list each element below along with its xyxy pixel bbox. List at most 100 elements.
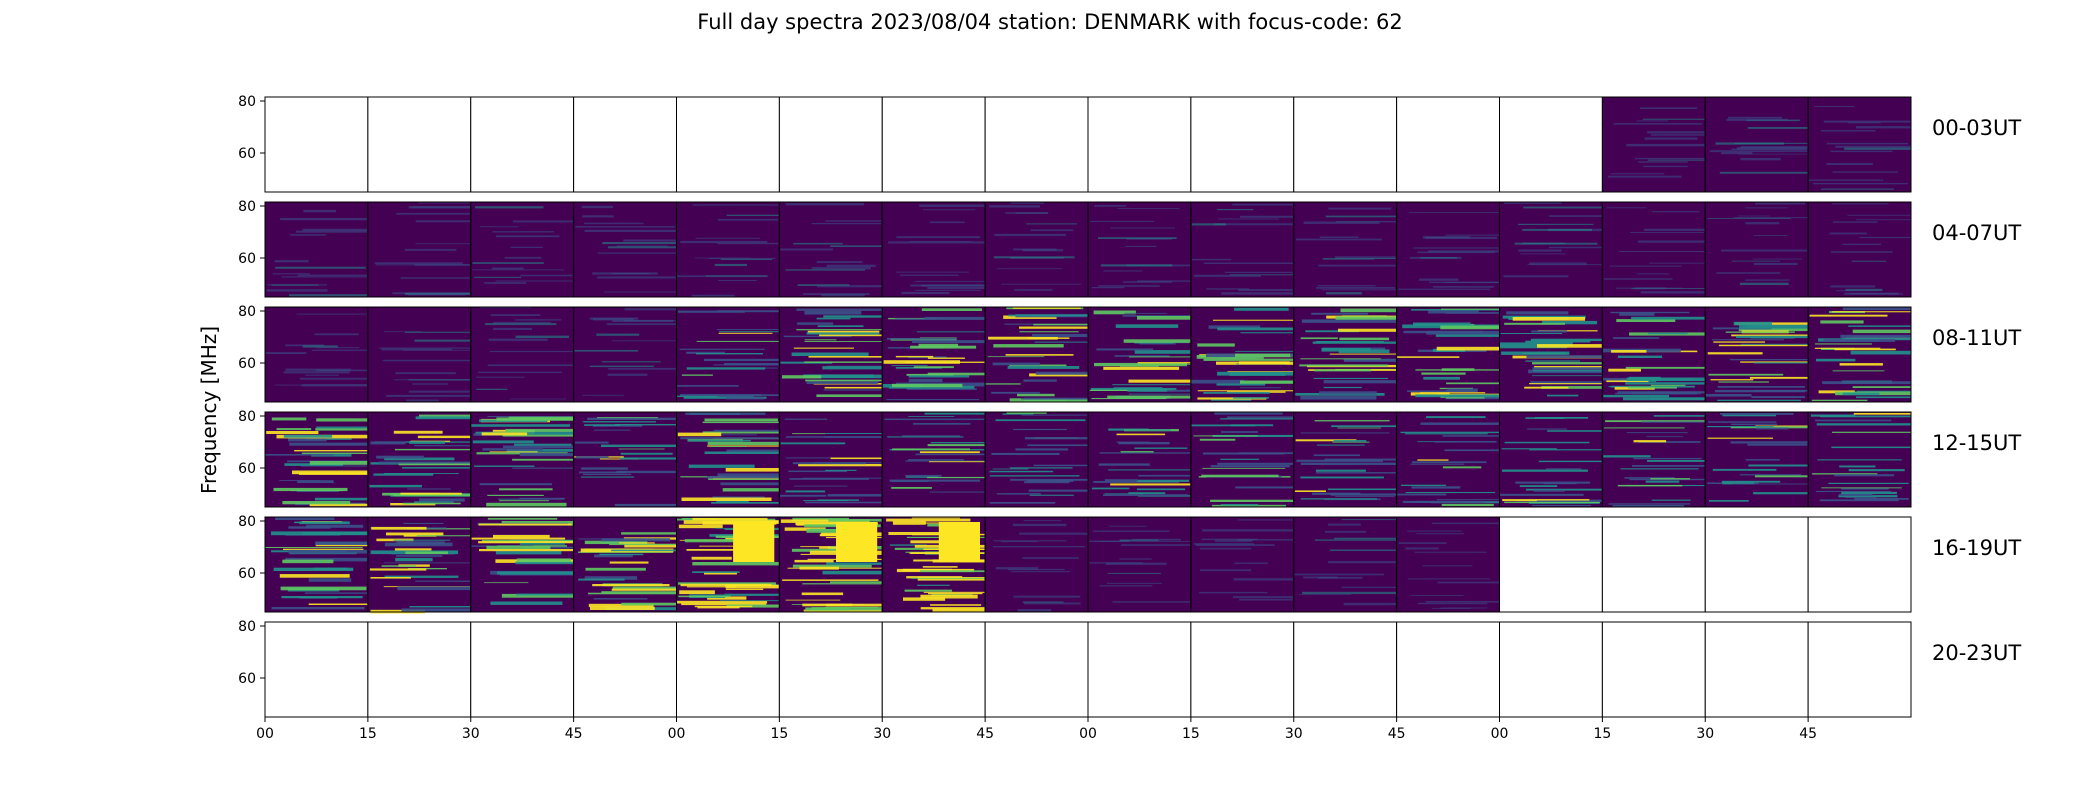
spectral-band	[1300, 462, 1397, 465]
spectral-band	[1833, 221, 1878, 223]
spectral-band	[1027, 337, 1070, 339]
spectral-band	[1854, 498, 1909, 500]
spectral-band	[1623, 397, 1706, 401]
spectral-band	[1707, 352, 1763, 355]
spectral-band	[1617, 484, 1683, 487]
spectral-band	[1653, 415, 1706, 417]
spectral-band	[1093, 310, 1136, 315]
spectral-band	[1203, 262, 1294, 264]
panel-background	[676, 97, 780, 192]
spectral-band	[1412, 461, 1487, 464]
spectral-band	[1410, 392, 1450, 396]
spectral-band	[1512, 317, 1585, 321]
spectrum-panel	[1087, 411, 1192, 508]
spectral-band	[593, 598, 648, 600]
spectral-band	[279, 574, 350, 578]
spectral-band	[703, 358, 780, 362]
spectral-band	[1647, 131, 1706, 134]
spectral-band	[1650, 134, 1706, 136]
spectral-band	[1120, 451, 1154, 454]
spectral-band	[785, 599, 841, 601]
spectral-band	[415, 580, 471, 582]
spectral-band	[678, 310, 745, 313]
spectral-band	[623, 320, 677, 322]
spectral-band	[1134, 342, 1174, 344]
spectrum-panel	[1499, 306, 1603, 403]
spectral-band	[1638, 240, 1706, 243]
spectral-band	[707, 441, 780, 445]
spectral-band	[1534, 417, 1589, 419]
spectral-band	[1323, 380, 1397, 384]
spectral-band	[1098, 463, 1150, 466]
spectral-band	[920, 607, 986, 610]
spectral-band	[1839, 493, 1873, 496]
spectral-band	[484, 582, 529, 584]
panel-background	[985, 622, 1088, 717]
spectral-band	[1615, 287, 1683, 289]
spectral-band	[1027, 479, 1074, 482]
spectral-band	[1616, 319, 1676, 322]
spectral-band	[612, 340, 677, 342]
spectral-band	[697, 606, 740, 609]
spectral-band	[1021, 414, 1088, 416]
spectrum-panel	[778, 411, 883, 508]
panel-background	[1808, 202, 1911, 297]
spectral-band	[896, 271, 969, 273]
spectral-band	[1812, 473, 1878, 475]
spectrum-panel	[367, 306, 472, 403]
spectral-band	[1419, 278, 1459, 281]
spectrum-panel	[1190, 306, 1295, 403]
spectral-band	[296, 313, 368, 315]
spectral-band	[1717, 399, 1801, 402]
panel-background	[779, 97, 883, 192]
spectral-band	[1019, 532, 1088, 535]
spectral-band	[802, 477, 883, 479]
spectral-band	[1318, 264, 1397, 267]
spectral-band	[1612, 504, 1685, 507]
spectral-band	[1647, 332, 1688, 335]
spectral-band	[793, 242, 843, 245]
x-tick-label: 00	[256, 726, 274, 742]
spectral-band	[1224, 271, 1294, 273]
spectral-band	[402, 467, 471, 469]
x-tick-label: 30	[873, 726, 891, 742]
spectral-band	[991, 391, 1040, 394]
panel-background	[470, 517, 574, 612]
spectral-band	[592, 584, 670, 587]
spectral-band	[1626, 143, 1706, 147]
spectral-band	[1114, 355, 1170, 357]
spectral-band	[407, 293, 466, 296]
panel-background	[1705, 517, 1809, 612]
spectral-band	[828, 518, 883, 522]
spectral-band	[929, 221, 965, 224]
spectral-band	[407, 528, 471, 530]
spectral-band	[1315, 469, 1366, 472]
spectral-band	[1206, 288, 1249, 290]
spectral-band	[1831, 431, 1911, 433]
spectral-band	[599, 458, 639, 460]
spectral-band	[1006, 412, 1047, 414]
panel-background	[1190, 97, 1294, 192]
x-tick-label: 30	[462, 726, 480, 742]
spectral-band	[308, 578, 352, 582]
spectral-band	[1100, 264, 1173, 267]
spectral-band	[396, 212, 471, 215]
spectrum-panel	[984, 411, 1089, 508]
spectral-band	[1745, 459, 1780, 461]
spectral-band	[1710, 379, 1754, 381]
spectral-band	[290, 490, 343, 492]
spectral-band	[789, 478, 869, 480]
spectral-band	[1645, 480, 1680, 483]
spectral-band	[930, 604, 982, 606]
spectral-band	[1811, 399, 1868, 402]
spectral-band	[1832, 311, 1911, 313]
spectral-band	[883, 360, 960, 364]
spectral-band	[1024, 437, 1088, 440]
spectral-band	[378, 461, 471, 464]
spectral-band	[1446, 382, 1500, 385]
spectrum-panel	[1293, 201, 1398, 298]
y-tick-label: 80	[238, 199, 256, 215]
spectral-band	[575, 226, 676, 228]
spectral-band	[381, 565, 417, 567]
spectrum-panel	[470, 621, 575, 718]
